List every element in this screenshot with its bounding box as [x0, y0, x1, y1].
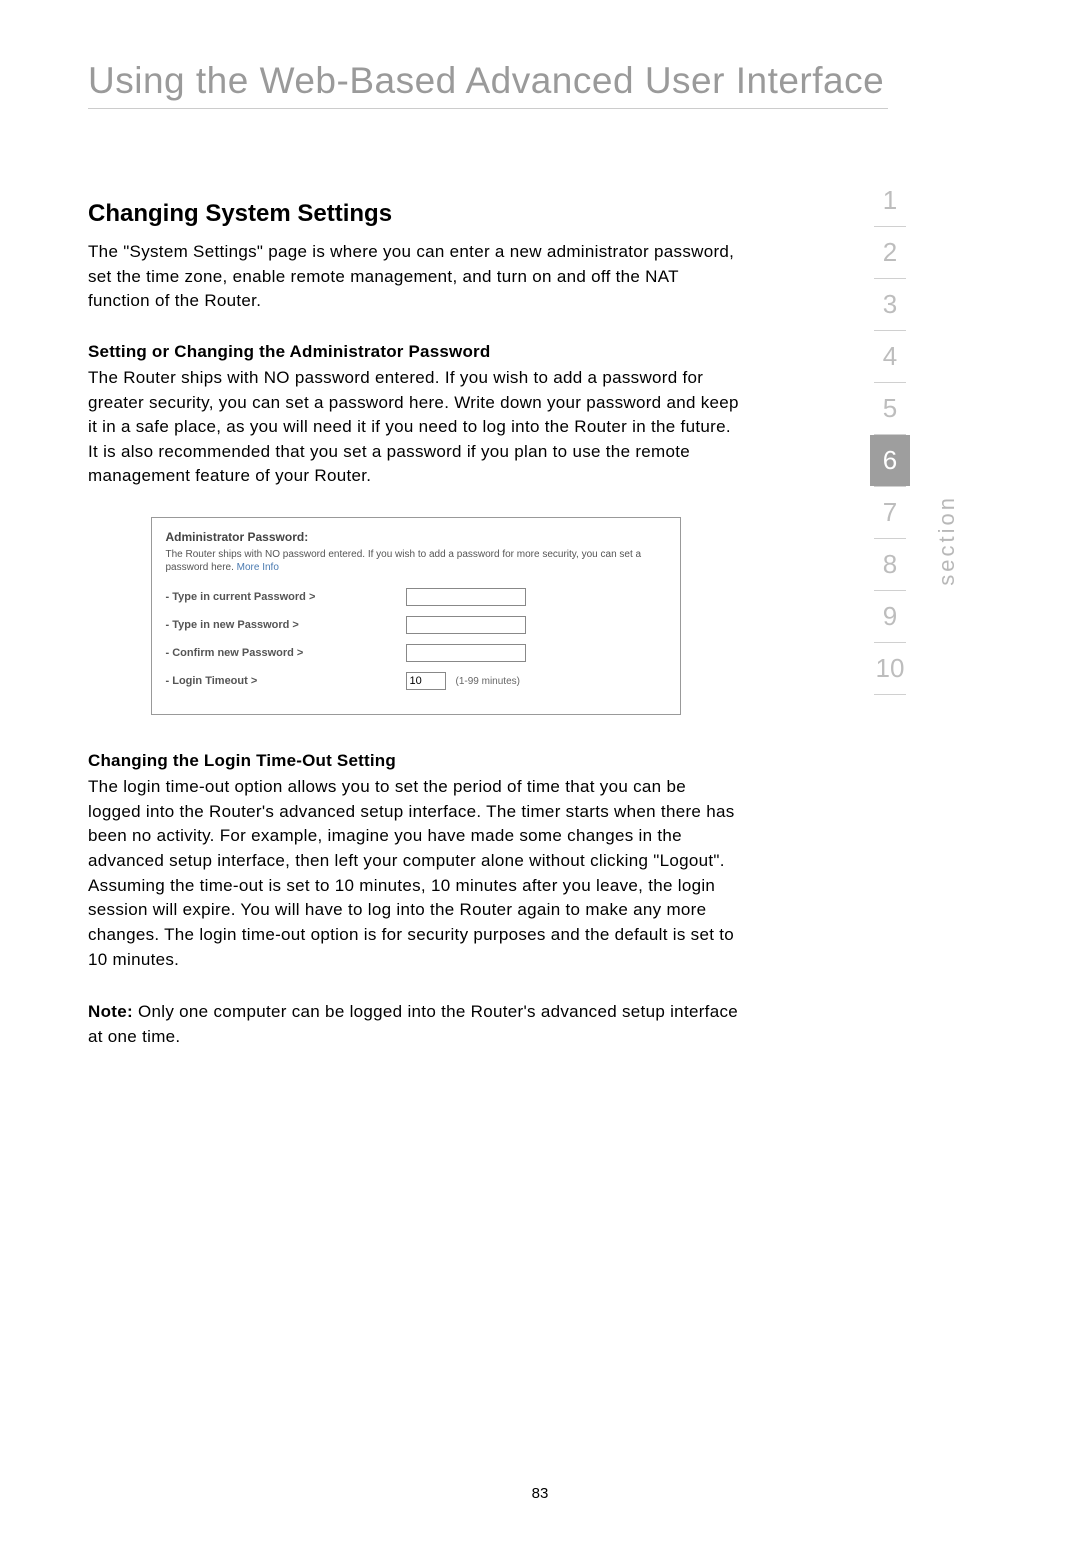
- label-new-password: - Type in new Password >: [166, 619, 406, 631]
- field-row-new-password: - Type in new Password >: [166, 616, 666, 634]
- label-confirm-password: - Confirm new Password >: [166, 647, 406, 659]
- field-row-current-password: - Type in current Password >: [166, 588, 666, 606]
- main-content: Changing System Settings The "System Set…: [88, 200, 743, 1078]
- screenshot-intro: The Router ships with NO password entere…: [166, 548, 666, 574]
- nav-item-9[interactable]: 9: [870, 591, 910, 642]
- page-title: Using the Web-Based Advanced User Interf…: [88, 60, 884, 102]
- nav-item-7[interactable]: 7: [870, 487, 910, 538]
- input-current-password[interactable]: [406, 588, 526, 606]
- intro-paragraph: The "System Settings" page is where you …: [88, 240, 743, 314]
- heading-system-settings: Changing System Settings: [88, 200, 743, 228]
- note-body: Only one computer can be logged into the…: [88, 1002, 738, 1046]
- heading-login-timeout: Changing the Login Time-Out Setting: [88, 751, 743, 771]
- admin-password-screenshot: Administrator Password: The Router ships…: [151, 517, 681, 715]
- label-current-password: - Type in current Password >: [166, 591, 406, 603]
- section-nav: 1 2 3 4 5 6 7 8 9 10: [870, 175, 910, 695]
- nav-item-2[interactable]: 2: [870, 227, 910, 278]
- nav-divider: [874, 694, 906, 695]
- note-paragraph: Note: Only one computer can be logged in…: [88, 1000, 743, 1049]
- nav-item-10[interactable]: 10: [870, 643, 910, 694]
- field-row-confirm-password: - Confirm new Password >: [166, 644, 666, 662]
- field-row-login-timeout: - Login Timeout > (1-99 minutes): [166, 672, 666, 690]
- input-new-password[interactable]: [406, 616, 526, 634]
- screenshot-title: Administrator Password:: [166, 530, 666, 544]
- input-login-timeout[interactable]: [406, 672, 446, 690]
- section-label: section: [934, 495, 960, 586]
- note-label: Note:: [88, 1002, 133, 1021]
- nav-item-1[interactable]: 1: [870, 175, 910, 226]
- nav-item-6[interactable]: 6: [870, 435, 910, 486]
- login-timeout-hint: (1-99 minutes): [456, 676, 520, 687]
- page-number: 83: [532, 1485, 549, 1502]
- heading-admin-password: Setting or Changing the Administrator Pa…: [88, 342, 743, 362]
- nav-item-3[interactable]: 3: [870, 279, 910, 330]
- nav-item-8[interactable]: 8: [870, 539, 910, 590]
- login-timeout-paragraph: The login time-out option allows you to …: [88, 775, 743, 972]
- title-underline: [88, 108, 888, 109]
- more-info-link[interactable]: More Info: [237, 562, 279, 573]
- nav-item-4[interactable]: 4: [870, 331, 910, 382]
- label-login-timeout: - Login Timeout >: [166, 675, 406, 687]
- nav-item-5[interactable]: 5: [870, 383, 910, 434]
- input-confirm-password[interactable]: [406, 644, 526, 662]
- admin-password-paragraph: The Router ships with NO password entere…: [88, 366, 743, 489]
